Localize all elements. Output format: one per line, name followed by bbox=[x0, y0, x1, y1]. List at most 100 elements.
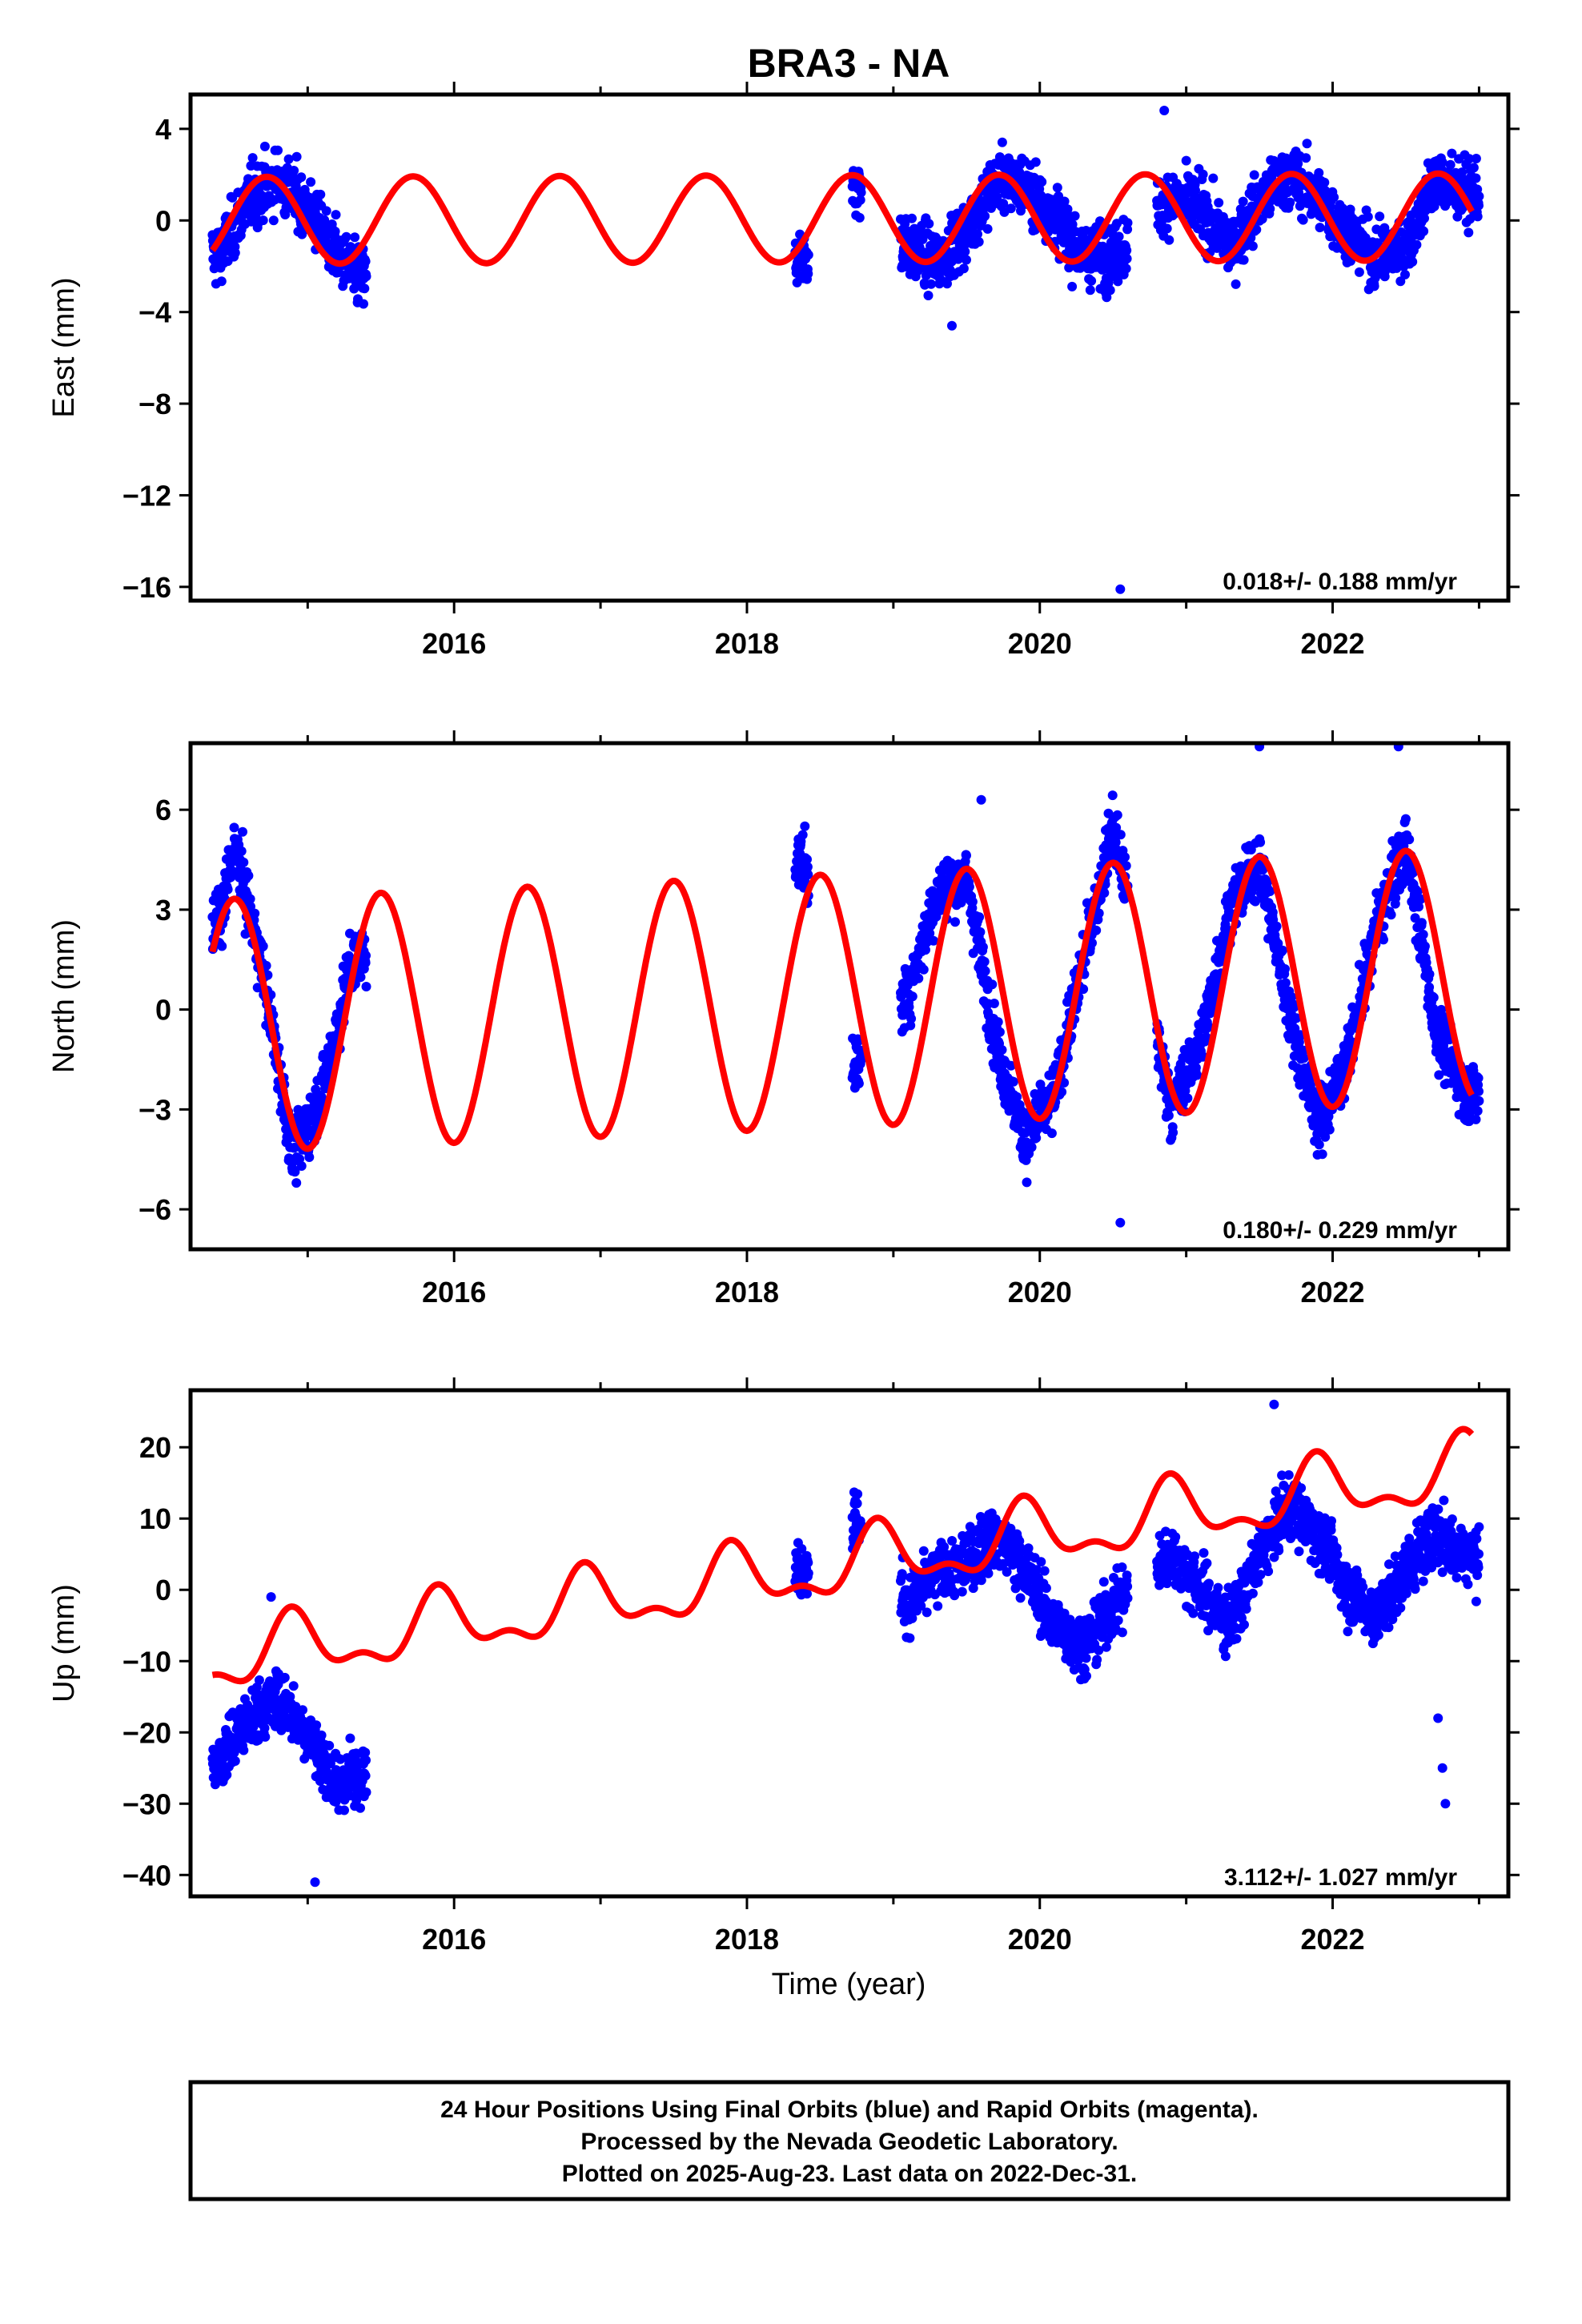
data-point bbox=[1122, 218, 1133, 228]
data-point bbox=[283, 154, 294, 164]
data-point bbox=[797, 1544, 807, 1554]
data-point bbox=[1407, 256, 1418, 267]
data-point bbox=[1086, 275, 1097, 286]
data-point bbox=[361, 1787, 371, 1797]
data-point bbox=[1424, 982, 1435, 992]
data-point bbox=[854, 212, 865, 223]
data-point bbox=[1112, 810, 1122, 820]
data-point bbox=[254, 1675, 264, 1685]
data-point bbox=[1181, 155, 1191, 166]
data-point bbox=[1471, 154, 1481, 163]
data-point bbox=[1416, 918, 1427, 928]
data-point bbox=[1315, 223, 1325, 233]
data-point bbox=[939, 1542, 950, 1552]
data-point bbox=[230, 1756, 240, 1766]
data-point bbox=[1114, 231, 1124, 242]
data-point bbox=[1424, 969, 1435, 979]
data-point bbox=[1251, 896, 1260, 907]
x-tick-label: 2016 bbox=[422, 1276, 486, 1309]
data-point bbox=[1273, 939, 1283, 949]
data-point bbox=[1345, 204, 1355, 215]
data-point bbox=[236, 846, 247, 856]
data-point bbox=[918, 964, 929, 975]
data-point bbox=[1022, 1177, 1032, 1188]
data-point bbox=[975, 927, 986, 937]
data-point bbox=[1059, 196, 1070, 207]
data-point bbox=[907, 1613, 917, 1623]
data-point bbox=[311, 1720, 322, 1731]
data-point bbox=[259, 141, 270, 151]
data-point bbox=[355, 1803, 365, 1813]
data-point bbox=[360, 958, 371, 968]
data-point bbox=[921, 1607, 932, 1618]
data-point bbox=[1037, 177, 1047, 187]
data-point bbox=[1115, 830, 1126, 840]
data-point bbox=[1191, 1063, 1201, 1073]
data-point bbox=[993, 1017, 1003, 1027]
data-point bbox=[1472, 211, 1483, 222]
rate-label: 0.180+/- 0.229 mm/yr bbox=[1223, 1217, 1457, 1244]
data-point bbox=[291, 1178, 302, 1188]
data-point bbox=[1192, 1070, 1203, 1080]
data-point bbox=[856, 1055, 866, 1065]
data-point bbox=[1414, 902, 1423, 912]
data-point bbox=[273, 145, 283, 155]
data-point bbox=[315, 189, 326, 199]
outlier-point bbox=[1115, 1217, 1126, 1228]
data-point bbox=[1030, 157, 1041, 167]
data-point bbox=[1291, 1013, 1302, 1023]
data-point bbox=[304, 1152, 315, 1162]
data-point bbox=[958, 263, 969, 274]
data-point bbox=[229, 822, 239, 833]
data-point bbox=[1012, 1092, 1022, 1102]
data-point bbox=[906, 1014, 917, 1023]
data-point bbox=[1329, 192, 1339, 203]
data-point bbox=[802, 862, 813, 872]
data-point bbox=[361, 951, 371, 961]
data-point bbox=[942, 279, 952, 289]
data-point bbox=[962, 850, 971, 861]
figure-title: BRA3 - NA bbox=[748, 41, 950, 86]
data-point bbox=[1472, 1106, 1483, 1116]
data-point bbox=[1046, 1128, 1057, 1139]
data-point bbox=[1107, 790, 1118, 801]
data-point bbox=[243, 870, 254, 881]
data-point bbox=[904, 1002, 914, 1012]
data-point bbox=[1085, 285, 1095, 296]
data-point bbox=[982, 223, 993, 234]
data-point bbox=[261, 960, 271, 971]
data-point bbox=[1271, 921, 1282, 931]
x-tick-label: 2016 bbox=[422, 627, 486, 660]
data-point bbox=[1464, 227, 1474, 238]
data-point bbox=[360, 1747, 371, 1758]
data-point bbox=[230, 1746, 240, 1756]
data-point bbox=[1120, 852, 1130, 862]
data-point bbox=[913, 973, 924, 983]
data-point bbox=[316, 1730, 327, 1740]
data-point bbox=[1278, 945, 1287, 955]
data-point bbox=[802, 1589, 812, 1599]
outlier-point bbox=[947, 320, 957, 331]
data-point bbox=[1379, 935, 1388, 945]
data-point bbox=[360, 1771, 371, 1781]
data-point bbox=[258, 215, 268, 226]
outlier-point bbox=[976, 794, 986, 805]
data-point bbox=[960, 247, 970, 257]
data-point bbox=[260, 1731, 271, 1742]
data-point bbox=[1473, 1073, 1484, 1084]
data-point bbox=[1391, 893, 1401, 903]
data-point bbox=[1052, 183, 1062, 193]
data-point bbox=[245, 894, 255, 904]
data-point bbox=[958, 1546, 968, 1557]
data-point bbox=[916, 1601, 926, 1611]
data-point bbox=[1447, 148, 1457, 159]
data-point bbox=[1070, 211, 1080, 221]
data-point bbox=[325, 1759, 335, 1769]
data-point bbox=[1257, 214, 1267, 224]
data-point bbox=[918, 1546, 929, 1556]
x-tick-label: 2018 bbox=[715, 627, 779, 660]
data-point bbox=[964, 882, 974, 892]
data-point bbox=[1208, 173, 1219, 183]
